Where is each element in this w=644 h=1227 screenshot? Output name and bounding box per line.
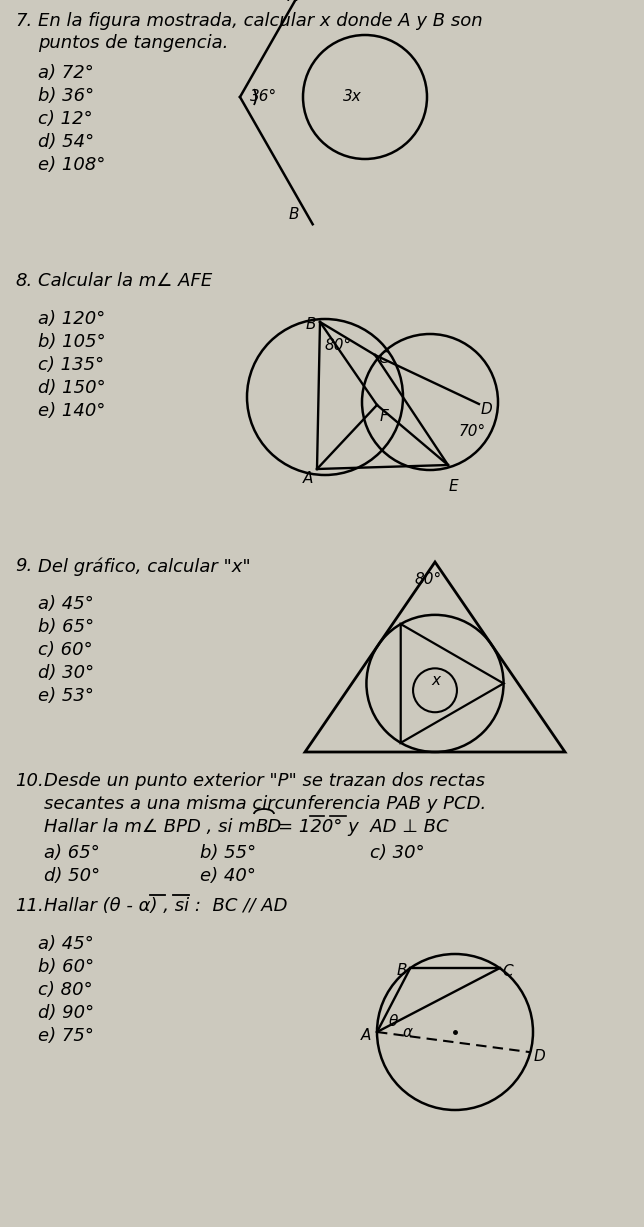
Text: a) 45°: a) 45° [38,935,94,953]
Text: 7.: 7. [15,12,32,29]
Text: b) 65°: b) 65° [38,618,94,636]
Text: c) 80°: c) 80° [38,982,93,999]
Text: x: x [431,674,440,688]
Text: E: E [449,479,459,494]
Text: 9.: 9. [15,557,32,575]
Text: A: A [303,471,314,486]
Text: e) 40°: e) 40° [200,867,256,885]
Text: e) 108°: e) 108° [38,156,106,174]
Text: Hallar (θ - α) , si :  BC // AD: Hallar (θ - α) , si : BC // AD [44,897,287,915]
Text: puntos de tangencia.: puntos de tangencia. [38,34,229,52]
Text: c) 60°: c) 60° [38,640,93,659]
Text: b) 55°: b) 55° [200,844,256,863]
Text: α: α [403,1025,413,1040]
Text: B: B [289,207,299,222]
Text: 80°: 80° [415,572,442,587]
Text: d) 90°: d) 90° [38,1004,94,1022]
Text: e) 75°: e) 75° [38,1027,94,1045]
Text: BD: BD [256,818,282,836]
Text: b) 60°: b) 60° [38,958,94,975]
Text: a) 65°: a) 65° [44,844,100,863]
Text: Desde un punto exterior "P" se trazan dos rectas: Desde un punto exterior "P" se trazan do… [44,772,485,790]
Text: Hallar la m∠ BPD , si m: Hallar la m∠ BPD , si m [44,818,256,836]
Text: B: B [396,963,407,978]
Text: = 120° y  AD ⊥ BC: = 120° y AD ⊥ BC [278,818,449,836]
Text: F: F [380,409,389,425]
Text: secantes a una misma circunferencia PAB y PCD.: secantes a una misma circunferencia PAB … [44,795,486,814]
Text: c) 12°: c) 12° [38,110,93,128]
Text: 36°: 36° [250,90,277,104]
Text: Calcular la m∠ AFE: Calcular la m∠ AFE [38,272,213,290]
Text: 8.: 8. [15,272,32,290]
Text: d) 50°: d) 50° [44,867,100,885]
Text: e) 140°: e) 140° [38,402,106,420]
Text: C: C [378,351,388,366]
Text: d) 30°: d) 30° [38,664,94,682]
Text: 70°: 70° [459,425,486,439]
Text: a) 120°: a) 120° [38,310,105,328]
Text: a) 72°: a) 72° [38,64,94,82]
Text: e) 53°: e) 53° [38,687,94,706]
Text: 10.: 10. [15,772,44,790]
Text: 11.: 11. [15,897,44,915]
Text: c) 30°: c) 30° [370,844,424,863]
Text: 80°: 80° [325,337,352,353]
Text: B: B [306,317,316,333]
Text: C: C [503,964,513,979]
Text: b) 36°: b) 36° [38,87,94,106]
Text: d) 54°: d) 54° [38,133,94,151]
Text: c) 135°: c) 135° [38,356,104,374]
Text: b) 105°: b) 105° [38,333,106,351]
Text: A: A [288,0,298,4]
Text: D: D [533,1049,545,1064]
Text: D: D [481,402,493,417]
Text: 3x: 3x [343,90,362,104]
Text: a) 45°: a) 45° [38,595,94,614]
Text: En la figura mostrada, calcular x donde A y B son: En la figura mostrada, calcular x donde … [38,12,482,29]
Text: Del gráfico, calcular "x": Del gráfico, calcular "x" [38,557,251,575]
Text: d) 150°: d) 150° [38,379,106,398]
Text: A: A [361,1028,372,1043]
Text: θ: θ [389,1014,399,1029]
